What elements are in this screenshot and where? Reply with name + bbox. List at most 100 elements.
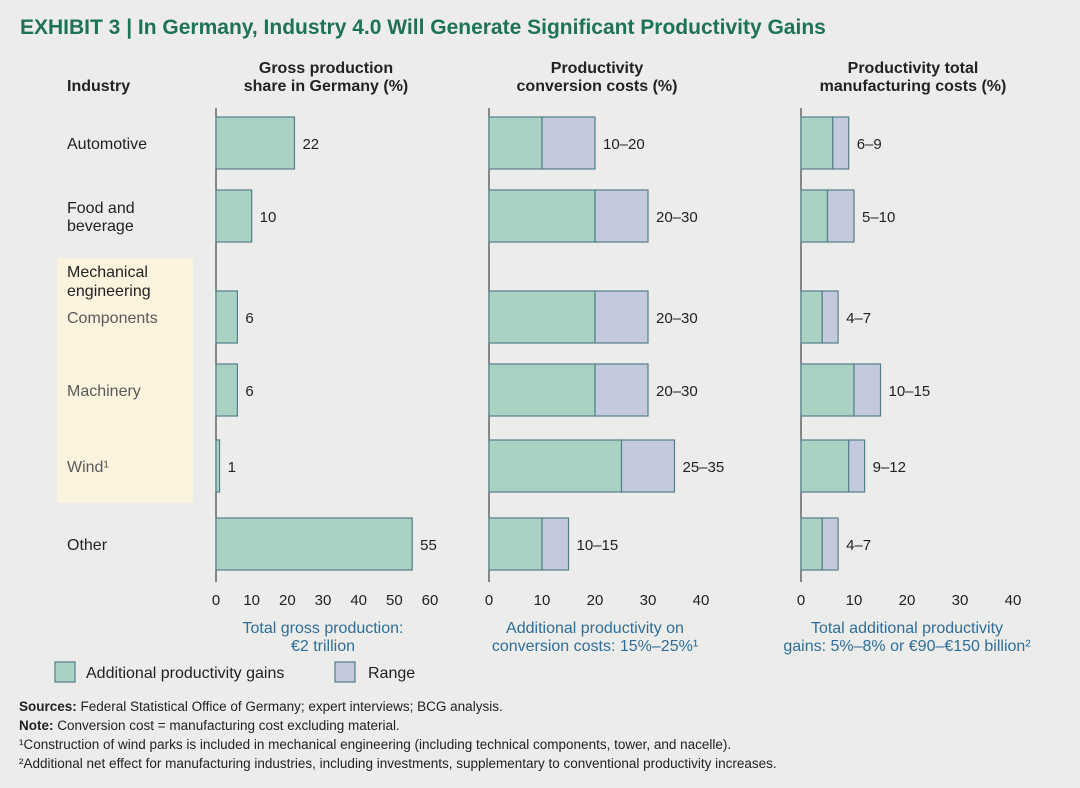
bar-gain bbox=[800, 189, 829, 243]
legend-swatch-gain bbox=[54, 661, 76, 683]
data-label: 10–15 bbox=[889, 383, 931, 400]
footnote: ²Additional net effect for manufacturing… bbox=[19, 756, 777, 771]
data-label: 20–30 bbox=[656, 383, 698, 400]
tick-label: 60 bbox=[422, 592, 439, 609]
bar-range bbox=[826, 189, 855, 243]
bar-gain bbox=[488, 517, 543, 571]
bar-gain bbox=[800, 290, 823, 344]
footnote-text: ¹Construction of wind parks is included … bbox=[19, 737, 731, 752]
data-label: 6 bbox=[245, 383, 253, 400]
category-label: Components bbox=[67, 310, 158, 327]
panel-footer: €2 trillion bbox=[291, 638, 355, 655]
panel-title: share in Germany (%) bbox=[244, 78, 409, 95]
panel-title: conversion costs (%) bbox=[517, 78, 678, 95]
bar-range bbox=[594, 189, 649, 243]
data-label: 5–10 bbox=[862, 209, 895, 226]
group-label: engineering bbox=[67, 283, 151, 300]
tick-label: 10 bbox=[846, 592, 863, 609]
footnote-text: Federal Statistical Office of Germany; e… bbox=[77, 699, 503, 714]
tick-label: 30 bbox=[315, 592, 332, 609]
data-label: 25–35 bbox=[683, 459, 725, 476]
panel-title: Productivity total bbox=[848, 60, 979, 77]
bar-range bbox=[821, 290, 839, 344]
category-label: beverage bbox=[67, 218, 134, 235]
footnote-text: ²Additional net effect for manufacturing… bbox=[19, 756, 777, 771]
panel-title: Productivity bbox=[551, 60, 644, 77]
panel-footer: gains: 5%–8% or €90–€150 billion² bbox=[783, 638, 1031, 655]
legend-label: Range bbox=[368, 665, 415, 682]
data-label: 6 bbox=[245, 310, 253, 327]
bar-gain bbox=[215, 116, 296, 170]
bar-gain bbox=[800, 363, 855, 417]
data-label: 6–9 bbox=[857, 136, 882, 153]
footnote: ¹Construction of wind parks is included … bbox=[19, 737, 731, 752]
bar-range bbox=[594, 290, 649, 344]
bar-range bbox=[594, 363, 649, 417]
panel-footer: Additional productivity on bbox=[506, 620, 684, 637]
category-label: Machinery bbox=[67, 383, 141, 400]
panel-footer: Total additional productivity bbox=[811, 620, 1003, 637]
tick-label: 0 bbox=[797, 592, 805, 609]
data-label: 1 bbox=[228, 459, 236, 476]
chart-title: EXHIBIT 3 | In Germany, Industry 4.0 Wil… bbox=[20, 16, 826, 39]
data-label: 4–7 bbox=[846, 537, 871, 554]
bar-gain bbox=[488, 116, 543, 170]
bar-gain bbox=[800, 517, 823, 571]
data-label: 22 bbox=[302, 136, 319, 153]
bar-range bbox=[853, 363, 882, 417]
bar-gain bbox=[800, 439, 850, 493]
tick-label: 10 bbox=[243, 592, 260, 609]
bar-gain bbox=[215, 439, 221, 493]
footnote-label: Note: bbox=[19, 718, 54, 733]
bar-gain bbox=[215, 517, 413, 571]
industry-header: Industry bbox=[67, 78, 130, 95]
data-label: 9–12 bbox=[873, 459, 906, 476]
bar-gain bbox=[488, 439, 623, 493]
tick-label: 0 bbox=[485, 592, 493, 609]
bar-range bbox=[848, 439, 866, 493]
data-label: 55 bbox=[420, 537, 437, 554]
panel-footer: conversion costs: 15%–25%¹ bbox=[492, 638, 698, 655]
tick-label: 30 bbox=[640, 592, 657, 609]
data-label: 4–7 bbox=[846, 310, 871, 327]
bar-gain bbox=[488, 290, 596, 344]
footnote-text: Conversion cost = manufacturing cost exc… bbox=[54, 718, 400, 733]
tick-label: 40 bbox=[693, 592, 710, 609]
legend-swatch-range bbox=[334, 661, 356, 683]
bar-range bbox=[832, 116, 850, 170]
footnote-label: Sources: bbox=[19, 699, 77, 714]
data-label: 10 bbox=[260, 209, 277, 226]
data-label: 10–20 bbox=[603, 136, 645, 153]
tick-label: 30 bbox=[952, 592, 969, 609]
panel-title: manufacturing costs (%) bbox=[820, 78, 1007, 95]
mechanical-engineering-highlight bbox=[57, 258, 193, 503]
tick-label: 50 bbox=[386, 592, 403, 609]
tick-label: 20 bbox=[279, 592, 296, 609]
bar-range bbox=[620, 439, 676, 493]
footnote: Sources: Federal Statistical Office of G… bbox=[19, 699, 503, 714]
category-label: Wind¹ bbox=[67, 459, 109, 476]
bar-gain bbox=[215, 363, 238, 417]
bar-gain bbox=[488, 363, 596, 417]
tick-label: 20 bbox=[587, 592, 604, 609]
tick-label: 40 bbox=[350, 592, 367, 609]
bar-range bbox=[541, 517, 570, 571]
title-text: In Germany, Industry 4.0 Will Generate S… bbox=[138, 16, 826, 39]
exhibit-label: EXHIBIT 3 bbox=[20, 16, 120, 39]
tick-label: 10 bbox=[534, 592, 551, 609]
bar-gain bbox=[488, 189, 596, 243]
bar-range bbox=[541, 116, 596, 170]
bar-range bbox=[821, 517, 839, 571]
tick-label: 40 bbox=[1005, 592, 1022, 609]
footnote: Note: Conversion cost = manufacturing co… bbox=[19, 718, 400, 733]
category-label: Automotive bbox=[67, 136, 147, 153]
bar-gain bbox=[800, 116, 834, 170]
data-label: 20–30 bbox=[656, 209, 698, 226]
tick-label: 0 bbox=[212, 592, 220, 609]
bar-gain bbox=[215, 189, 253, 243]
category-label: Food and bbox=[67, 200, 135, 217]
panel-footer: Total gross production: bbox=[243, 620, 404, 637]
category-label: Other bbox=[67, 537, 108, 554]
data-label: 10–15 bbox=[577, 537, 619, 554]
